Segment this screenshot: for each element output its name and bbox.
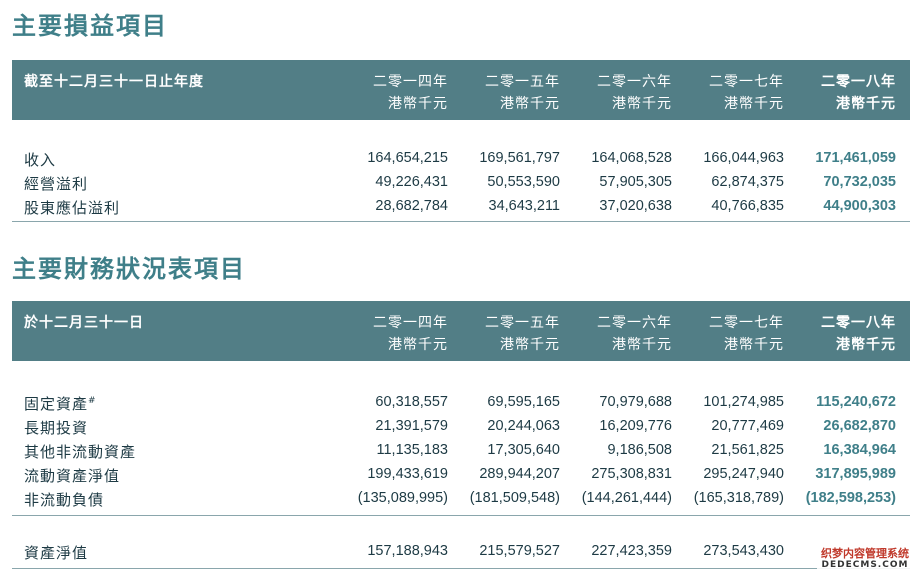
- table-cell: 227,423,359: [591, 543, 672, 559]
- balance-row-long-term-investments: 長期投資 21,391,579 20,244,063 16,209,776 20…: [12, 415, 910, 439]
- table-cell: 275,308,831: [591, 466, 672, 482]
- income-col-2016: 二零一六年 港幣千元: [597, 74, 672, 112]
- table-cell: 169,561,797: [479, 150, 560, 166]
- table-cell: 166,044,963: [703, 150, 784, 166]
- table-cell: 17,305,640: [487, 442, 560, 458]
- row-label: 長期投資: [24, 419, 89, 437]
- table-cell: 115,240,672: [816, 394, 896, 410]
- balance-row-other-non-current-assets: 其他非流動資產 11,135,183 17,305,640 9,186,508 …: [12, 439, 910, 463]
- table-cell: (135,089,995): [357, 490, 448, 506]
- table-cell: 317,895,989: [815, 466, 896, 482]
- row-label: 其他非流動資產: [24, 443, 137, 461]
- table-cell: 70,732,035: [823, 174, 896, 190]
- table-cell: (182,598,253): [805, 490, 896, 506]
- balance-row-non-current-liabilities: 非流動負債 (135,089,995) (181,509,548) (144,2…: [12, 487, 910, 511]
- row-label: 非流動負債: [24, 491, 105, 509]
- table-cell: 21,561,825: [711, 442, 784, 458]
- table-cell: 40,766,835: [711, 198, 784, 214]
- table-cell: 34,643,211: [488, 198, 561, 214]
- table-cell: 289,944,207: [479, 466, 560, 482]
- table-cell: 9,186,508: [607, 442, 672, 458]
- table-cell: 62,874,375: [711, 174, 784, 190]
- balance-row-fixed-assets: 固定資產# 60,318,557 69,595,165 70,979,688 1…: [12, 391, 910, 415]
- table-cell: 26,682,870: [823, 418, 896, 434]
- balance-row-net-current-assets: 流動資產淨值 199,433,619 289,944,207 275,308,8…: [12, 463, 910, 487]
- table-cell: 50,553,590: [487, 174, 560, 190]
- income-row-revenue: 收入 164,654,215 169,561,797 164,068,528 1…: [12, 147, 910, 171]
- table-cell: 20,777,469: [711, 418, 784, 434]
- balance-col-2014: 二零一四年 港幣千元: [373, 315, 448, 353]
- income-col-2014: 二零一四年 港幣千元: [373, 74, 448, 112]
- table-cell: 101,274,985: [703, 394, 784, 410]
- table-cell: 44,900,303: [823, 198, 896, 214]
- table-cell: 21,391,579: [375, 418, 448, 434]
- table-cell: 37,020,638: [599, 198, 672, 214]
- table-cell: 171,461,059: [815, 150, 896, 166]
- table-cell: 28,682,784: [375, 198, 448, 214]
- table-cell: 57,905,305: [599, 174, 672, 190]
- balance-col-2017: 二零一七年 港幣千元: [709, 315, 784, 353]
- row-label: 資產淨值: [24, 544, 89, 562]
- income-table-header: 截至十二月三十一日止年度 二零一四年 港幣千元 二零一五年 港幣千元 二零一六年 港幣…: [12, 60, 910, 120]
- table-cell: (165,318,789): [693, 490, 784, 506]
- table-cell: 16,384,964: [823, 442, 896, 458]
- balance-date-label: 於十二月三十一日: [24, 315, 144, 331]
- income-col-2018: 二零一八年 港幣千元: [821, 74, 896, 112]
- table-cell: 60,318,557: [375, 394, 448, 410]
- table-cell: 49,226,431: [375, 174, 448, 190]
- income-bottom-rule: [12, 221, 910, 222]
- balance-bottom-rule: [12, 568, 910, 569]
- table-cell: 164,068,528: [591, 150, 672, 166]
- balance-col-2015: 二零一五年 港幣千元: [485, 315, 560, 353]
- table-cell: 70,979,688: [599, 394, 672, 410]
- footnote-mark: #: [88, 396, 97, 406]
- balance-table-header: 於十二月三十一日 二零一四年 港幣千元 二零一五年 港幣千元 二零一六年 港幣千元 二…: [12, 301, 910, 361]
- table-cell: 164,654,215: [367, 150, 448, 166]
- table-cell: 69,595,165: [487, 394, 560, 410]
- table-cell: (181,509,548): [469, 490, 560, 506]
- income-col-2017: 二零一七年 港幣千元: [709, 74, 784, 112]
- table-cell: 157,188,943: [367, 543, 448, 559]
- balance-col-2018: 二零一八年 港幣千元: [821, 315, 896, 353]
- row-label: 收入: [24, 151, 57, 169]
- table-cell: 215,579,527: [479, 543, 560, 559]
- row-label: 流動資產淨值: [24, 467, 121, 485]
- table-cell: 295,247,940: [703, 466, 784, 482]
- table-cell: 273,543,430: [703, 543, 784, 559]
- row-label: 股東應佔溢利: [24, 199, 121, 217]
- balance-section-title: 主要財務狀況表項目: [12, 255, 246, 283]
- income-row-operating-profit: 經營溢利 49,226,431 50,553,590 57,905,305 62…: [12, 171, 910, 195]
- table-cell: 16,209,776: [599, 418, 672, 434]
- table-cell: 20,244,063: [487, 418, 560, 434]
- row-label: 經營溢利: [24, 175, 89, 193]
- balance-subtotal-rule: [12, 515, 910, 516]
- table-cell: (144,261,444): [581, 490, 672, 506]
- income-row-attributable-profit: 股東應佔溢利 28,682,784 34,643,211 37,020,638 …: [12, 195, 910, 219]
- table-cell: 199,433,619: [367, 466, 448, 482]
- balance-col-2016: 二零一六年 港幣千元: [597, 315, 672, 353]
- income-section-title: 主要損益項目: [12, 12, 168, 40]
- row-label: 固定資產#: [24, 395, 97, 413]
- watermark-logo: 织梦内容管理系统 DEDECMS.COM: [817, 546, 913, 572]
- balance-row-net-assets: 資產淨值 157,188,943 215,579,527 227,423,359…: [12, 540, 910, 564]
- table-cell: 11,135,183: [376, 442, 449, 458]
- income-col-2015: 二零一五年 港幣千元: [485, 74, 560, 112]
- income-period-label: 截至十二月三十一日止年度: [24, 74, 204, 90]
